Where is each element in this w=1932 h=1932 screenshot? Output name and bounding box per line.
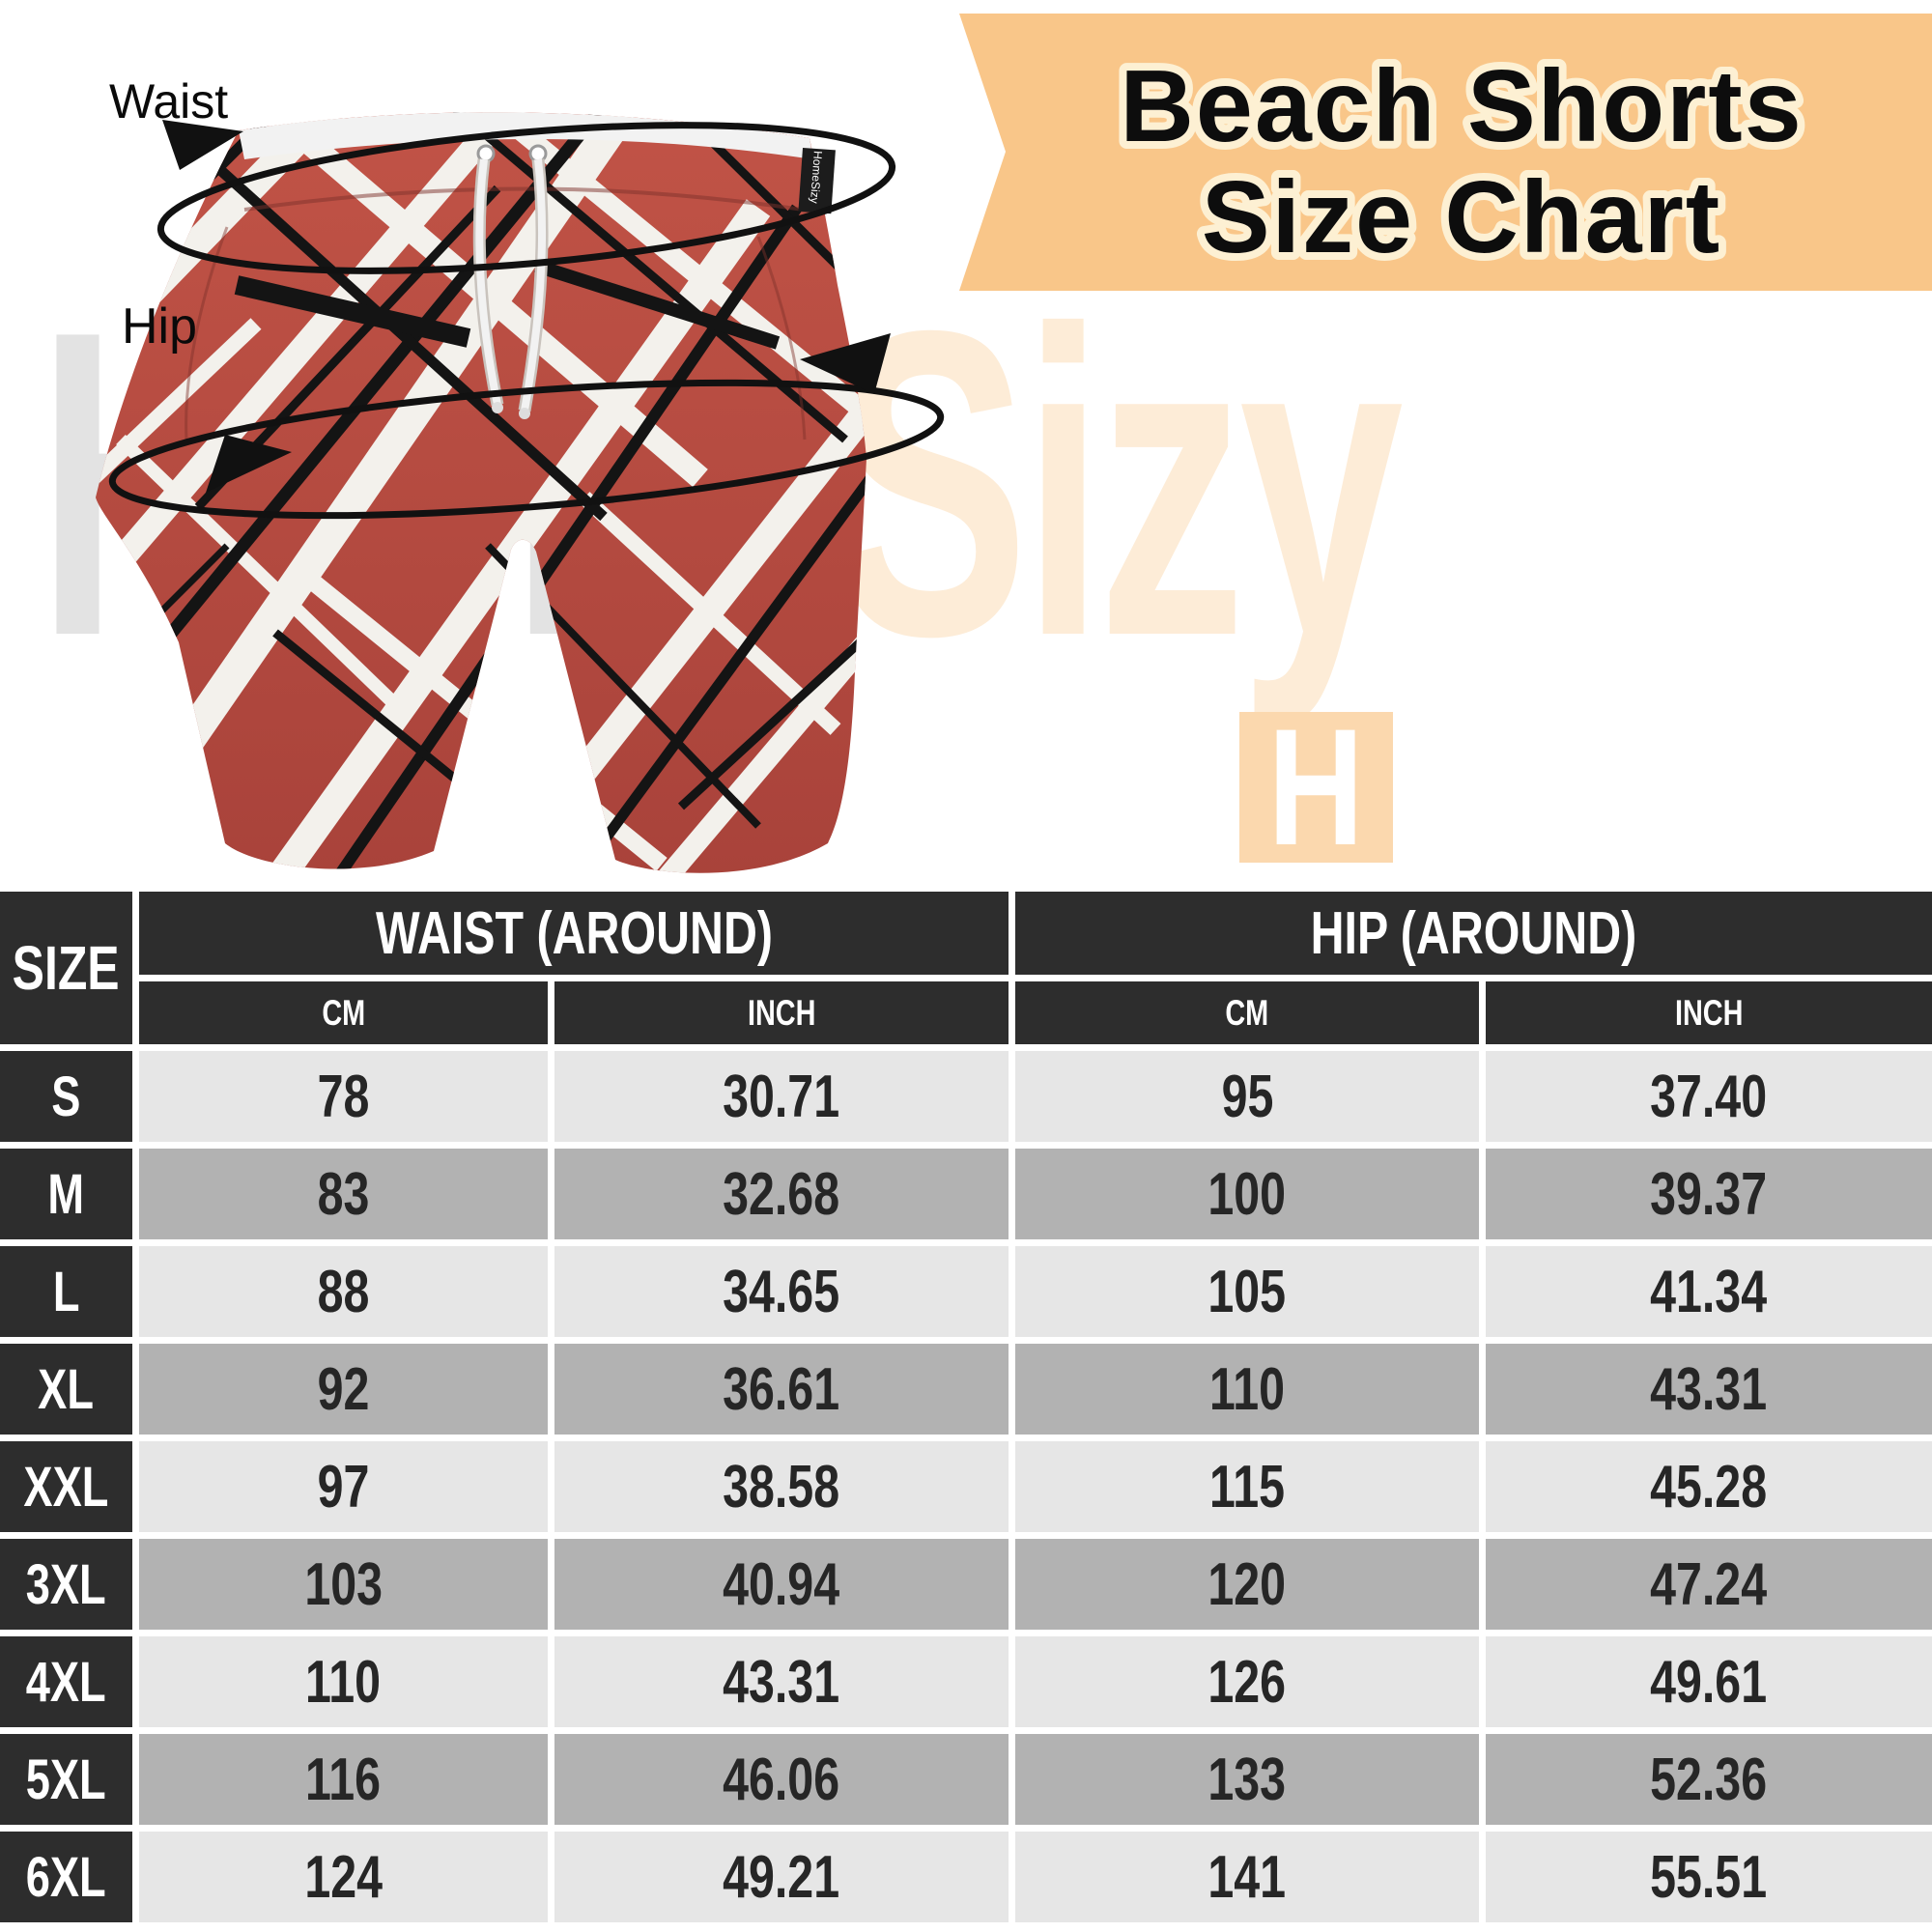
hip-inch-cell: 55.51 <box>1486 1832 1932 1922</box>
hip-cm-header: CM <box>1015 981 1479 1044</box>
waist-cm-header: CM <box>139 981 548 1044</box>
size-label-cell: S <box>0 1051 132 1142</box>
waist-inch-cell: 36.61 <box>554 1344 1009 1435</box>
waist-inch-cell: 30.71 <box>554 1051 1009 1142</box>
hip-cm-cell: 100 <box>1015 1149 1479 1239</box>
hip-inch-cell: 49.61 <box>1486 1636 1932 1727</box>
hip-inch-header: INCH <box>1486 981 1932 1044</box>
waist-cm-cell: 124 <box>139 1832 548 1922</box>
hip-cm-cell: 105 <box>1015 1246 1479 1337</box>
waist-cm-cell: 97 <box>139 1441 548 1532</box>
waist-cm-cell: 116 <box>139 1734 548 1825</box>
waist-inch-cell: 32.68 <box>554 1149 1009 1239</box>
shorts-product-image: HomeSizy <box>96 112 867 873</box>
size-column-header: SIZE <box>0 892 132 1044</box>
size-label-cell: XL <box>0 1344 132 1435</box>
title-banner: Beach Shorts Size Chart <box>959 14 1932 291</box>
waist-inch-cell: 38.58 <box>554 1441 1009 1532</box>
waist-cm-cell: 78 <box>139 1051 548 1142</box>
size-label-cell: 4XL <box>0 1636 132 1727</box>
size-label-cell: 6XL <box>0 1832 132 1922</box>
banner-ribbon <box>959 14 1932 291</box>
banner-title-line2: Size Chart <box>1202 160 1721 274</box>
waist-group-header: WAIST (AROUND) <box>139 892 1009 975</box>
hip-cm-cell: 110 <box>1015 1344 1479 1435</box>
waist-inch-header: INCH <box>554 981 1009 1044</box>
watermark-part-peach: Sizy <box>831 242 1404 726</box>
size-label-cell: XXL <box>0 1441 132 1532</box>
hip-inch-cell: 43.31 <box>1486 1344 1932 1435</box>
size-label-cell: 3XL <box>0 1539 132 1630</box>
size-label-cell: M <box>0 1149 132 1239</box>
waist-inch-cell: 46.06 <box>554 1734 1009 1825</box>
hip-cm-cell: 120 <box>1015 1539 1479 1630</box>
waist-cm-cell: 103 <box>139 1539 548 1630</box>
brand-tag: HomeSizy <box>798 148 836 214</box>
hip-inch-cell: 39.37 <box>1486 1149 1932 1239</box>
waist-inch-cell: 43.31 <box>554 1636 1009 1727</box>
hip-cm-cell: 115 <box>1015 1441 1479 1532</box>
hip-cm-cell: 133 <box>1015 1734 1479 1825</box>
waist-inch-cell: 49.21 <box>554 1832 1009 1922</box>
waist-label: Waist <box>109 74 229 128</box>
size-label-cell: 5XL <box>0 1734 132 1825</box>
hip-inch-cell: 41.34 <box>1486 1246 1932 1337</box>
brand-h-logo: H <box>1239 704 1393 870</box>
waist-inch-cell: 40.94 <box>554 1539 1009 1630</box>
hip-inch-cell: 52.36 <box>1486 1734 1932 1825</box>
waist-cm-cell: 88 <box>139 1246 548 1337</box>
waist-cm-cell: 83 <box>139 1149 548 1239</box>
hip-inch-cell: 45.28 <box>1486 1441 1932 1532</box>
hip-inch-cell: 37.40 <box>1486 1051 1932 1142</box>
hip-cm-cell: 126 <box>1015 1636 1479 1727</box>
waist-cm-cell: 110 <box>139 1636 548 1727</box>
banner-title-line1: Beach Shorts <box>1120 49 1803 163</box>
size-chart-table: SIZE WAIST (AROUND) HIP (AROUND) CM INCH… <box>0 892 1932 1925</box>
size-label-cell: L <box>0 1246 132 1337</box>
hip-label: Hip <box>122 298 198 355</box>
brand-h-logo-letter: H <box>1267 695 1365 880</box>
hip-inch-cell: 47.24 <box>1486 1539 1932 1630</box>
hip-cm-cell: 95 <box>1015 1051 1479 1142</box>
hip-cm-cell: 141 <box>1015 1832 1479 1922</box>
waist-cm-cell: 92 <box>139 1344 548 1435</box>
waist-inch-cell: 34.65 <box>554 1246 1009 1337</box>
hip-group-header: HIP (AROUND) <box>1015 892 1932 975</box>
